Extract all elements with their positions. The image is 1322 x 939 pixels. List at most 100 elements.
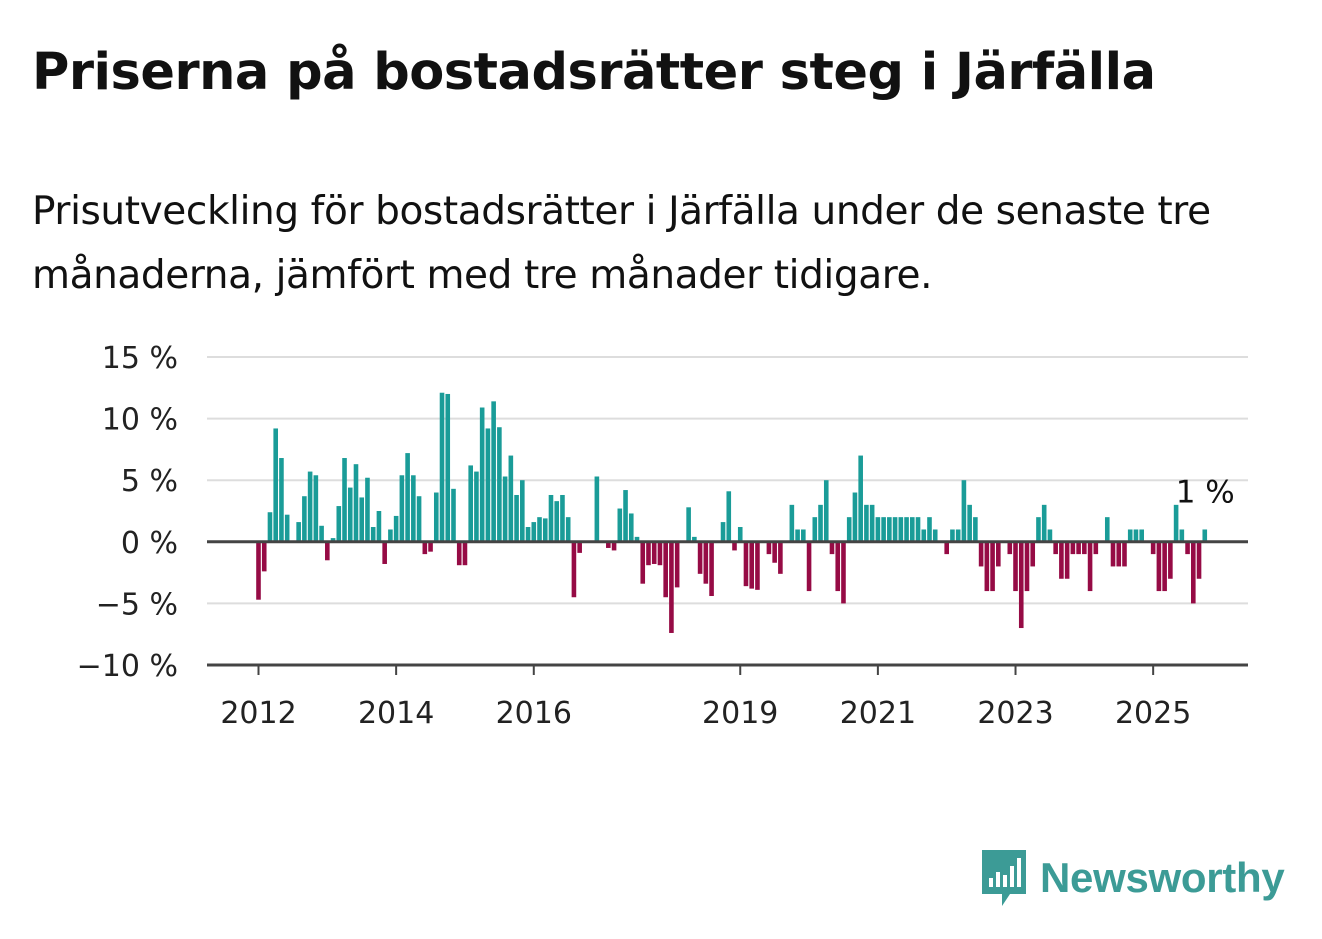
bar — [749, 541, 755, 589]
bar — [617, 508, 623, 542]
bar — [829, 541, 835, 555]
bar — [1150, 541, 1156, 555]
bar — [336, 506, 342, 542]
bar — [651, 541, 657, 564]
bar — [1173, 504, 1179, 542]
bar — [468, 465, 473, 542]
bar — [411, 475, 416, 542]
bar — [382, 541, 387, 564]
bar — [279, 458, 284, 542]
bar — [508, 455, 514, 542]
bar — [846, 517, 852, 542]
bar — [795, 529, 800, 542]
x-tick-label: 2021 — [840, 696, 916, 730]
bar — [623, 490, 628, 542]
bar — [1110, 541, 1116, 567]
x-tick-label: 2023 — [977, 696, 1053, 730]
gridlines — [207, 356, 1248, 605]
bar — [835, 541, 841, 592]
bar — [1036, 517, 1041, 542]
bar — [984, 541, 990, 592]
y-tick-label: 10 % — [102, 403, 178, 438]
x-tick-label: 2025 — [1115, 696, 1191, 730]
bar — [990, 541, 995, 592]
bar — [1070, 541, 1076, 555]
bar — [973, 517, 978, 542]
bar — [726, 491, 732, 542]
bar — [256, 541, 261, 600]
bar — [806, 541, 812, 592]
y-tick-label: 15 % — [102, 341, 178, 376]
chart-subtitle: Prisutveckling för bostadsrätter i Järfä… — [32, 189, 1211, 298]
bar — [646, 541, 651, 566]
x-tick-label: 2019 — [702, 696, 778, 730]
bar — [1024, 541, 1030, 592]
bar — [967, 504, 972, 542]
bar — [560, 494, 565, 542]
bar — [978, 541, 984, 567]
bar — [399, 475, 405, 542]
bar — [479, 407, 485, 542]
bar — [881, 517, 886, 542]
bar — [686, 507, 691, 542]
bar — [325, 541, 330, 561]
bar — [766, 541, 772, 555]
bar — [669, 541, 674, 633]
y-tick-label: 5 % — [121, 464, 178, 499]
bar — [1133, 529, 1139, 542]
bar — [789, 504, 795, 542]
bar — [950, 529, 955, 542]
tick-labels: 15 % 10 % 5 % 0 % −5 % −10 % 2012 2014 2016 2019 2… — [77, 341, 1235, 730]
bar — [393, 515, 399, 542]
bar — [1064, 541, 1070, 579]
bar — [296, 522, 301, 542]
bar — [577, 541, 582, 553]
bar — [388, 529, 393, 542]
bar — [944, 541, 949, 555]
bar — [273, 428, 279, 542]
bar — [909, 517, 915, 542]
bar — [439, 392, 445, 542]
bar — [932, 529, 938, 542]
x-tick-label: 2014 — [358, 696, 434, 730]
bar — [709, 541, 714, 597]
bar — [996, 541, 1001, 567]
bar — [955, 529, 961, 542]
bar — [261, 541, 267, 572]
bar — [571, 541, 577, 598]
bar — [1139, 529, 1144, 542]
bar — [537, 517, 542, 542]
newsworthy-logo[interactable]: Newsworthy — [980, 848, 1285, 908]
bar — [565, 517, 571, 542]
bar — [674, 541, 680, 588]
bar — [491, 401, 496, 542]
bar — [1162, 541, 1167, 592]
bar-chart: 15 % 10 % 5 % 0 % −5 % −10 % 2012 2014 2016 2019 2… — [77, 341, 1248, 730]
bar — [1104, 517, 1110, 542]
bar — [606, 541, 611, 548]
bar — [1168, 541, 1173, 579]
bar — [1185, 541, 1190, 555]
bar — [1191, 541, 1196, 604]
bar — [657, 541, 663, 566]
bar — [801, 529, 806, 542]
bar — [692, 536, 697, 542]
bar — [1059, 541, 1064, 579]
bar — [1179, 529, 1185, 542]
bar — [284, 514, 290, 542]
bar — [554, 501, 560, 542]
bar — [634, 536, 640, 542]
bar — [904, 517, 909, 542]
bar — [1053, 541, 1058, 555]
bar — [451, 488, 456, 542]
bar — [365, 477, 370, 542]
bar — [875, 517, 881, 542]
brand-name: Newsworthy — [1040, 854, 1285, 901]
bar — [1122, 541, 1127, 567]
bar — [737, 527, 743, 542]
bar — [514, 494, 519, 542]
bar — [433, 492, 439, 542]
axes — [207, 540, 1248, 675]
bar — [1093, 541, 1099, 555]
bar — [525, 527, 531, 542]
